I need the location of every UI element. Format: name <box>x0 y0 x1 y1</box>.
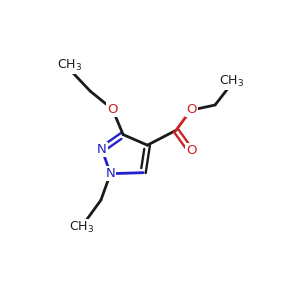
Text: O: O <box>107 103 118 116</box>
Text: O: O <box>187 103 197 116</box>
Text: O: O <box>187 144 197 157</box>
Text: N: N <box>106 167 115 180</box>
Text: N: N <box>97 143 107 156</box>
Text: CH$_3$: CH$_3$ <box>219 74 244 89</box>
Text: CH$_3$: CH$_3$ <box>69 220 94 235</box>
Text: CH$_3$: CH$_3$ <box>57 58 82 74</box>
